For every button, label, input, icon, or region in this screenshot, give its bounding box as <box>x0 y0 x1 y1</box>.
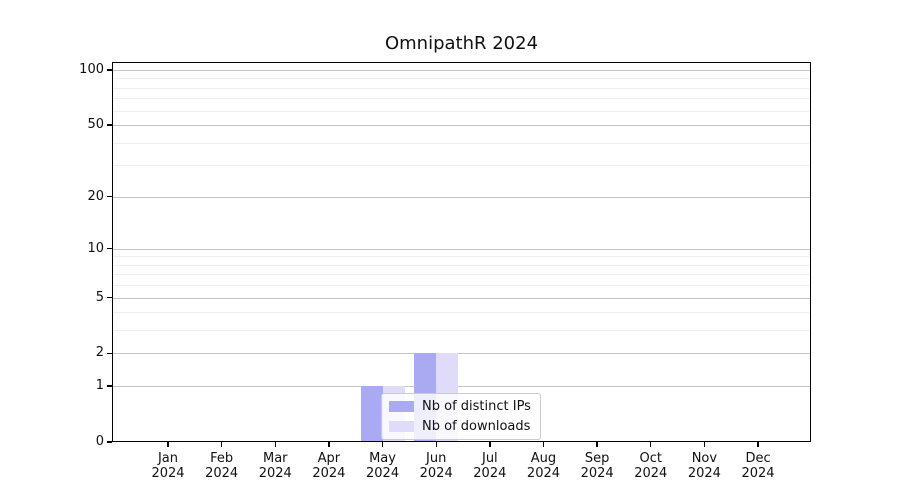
gridlines-layer <box>112 62 811 442</box>
legend-item-distinct-ips: Nb of distinct IPs <box>389 399 531 414</box>
x-tick-label-Jul: Jul 2024 <box>458 451 522 481</box>
x-tick-Jun <box>435 442 437 447</box>
x-tick-year: 2024 <box>151 466 185 481</box>
x-tick-Jul <box>489 442 491 447</box>
x-tick-year: 2024 <box>526 466 561 481</box>
legend-swatch-downloads <box>389 421 414 432</box>
x-tick-month: Aug <box>530 451 557 466</box>
gridline-5 <box>112 297 811 299</box>
x-tick-month: Oct <box>639 451 662 466</box>
x-tick-month: Jul <box>481 451 498 466</box>
y-tick-label-2: 2 <box>95 345 104 361</box>
x-tick-year: 2024 <box>687 466 721 481</box>
x-tick-month: May <box>369 451 396 466</box>
x-tick-year: 2024 <box>312 466 346 481</box>
gridline-minor-60 <box>112 110 811 112</box>
legend-label-downloads: Nb of downloads <box>422 419 531 434</box>
gridline-minor-8 <box>112 264 811 266</box>
x-tick-Mar <box>274 442 276 447</box>
y-tick-label-5: 5 <box>95 289 104 305</box>
x-tick-year: 2024 <box>580 466 614 481</box>
x-tick-year: 2024 <box>205 466 239 481</box>
x-tick-month: Apr <box>317 451 341 466</box>
x-tick-month: Mar <box>263 451 288 466</box>
x-tick-label-Nov: Nov 2024 <box>672 451 736 481</box>
x-tick-Jan <box>167 442 169 447</box>
gridline-minor-9 <box>112 256 811 258</box>
x-tick-label-May: May 2024 <box>351 451 415 481</box>
x-tick-label-Oct: Oct 2024 <box>619 451 683 481</box>
x-tick-label-Apr: Apr 2024 <box>297 451 361 481</box>
x-tick-month: Feb <box>210 451 234 466</box>
gridline-1 <box>112 386 811 388</box>
y-tick-100 <box>107 69 112 71</box>
x-tick-year: 2024 <box>366 466 400 481</box>
legend-item-downloads: Nb of downloads <box>389 419 531 434</box>
gridline-20 <box>112 196 811 198</box>
x-tick-label-Dec: Dec 2024 <box>726 451 790 481</box>
legend-label-distinct-ips: Nb of distinct IPs <box>422 399 531 414</box>
gridline-100 <box>112 70 811 71</box>
gridline-minor-70 <box>112 98 811 100</box>
y-tick-1 <box>107 385 112 387</box>
x-tick-year: 2024 <box>741 466 775 481</box>
gridline-minor-7 <box>112 274 811 276</box>
gridline-2 <box>112 353 811 355</box>
gridline-minor-3 <box>112 330 811 332</box>
x-tick-Oct <box>650 442 652 447</box>
chart-title: OmnipathR 2024 <box>384 33 539 54</box>
x-tick-Apr <box>328 442 330 447</box>
x-tick-year: 2024 <box>419 466 453 481</box>
legend-swatch-distinct-ips <box>389 401 414 412</box>
y-tick-5 <box>107 296 112 299</box>
x-tick-label-Mar: Mar 2024 <box>243 451 307 481</box>
x-tick-May <box>381 442 384 447</box>
bars-layer <box>112 62 811 442</box>
y-tick-label-50: 50 <box>87 117 104 133</box>
y-tick-label-100: 100 <box>79 62 104 77</box>
y-tick-label-10: 10 <box>87 240 104 256</box>
x-tick-label-Sep: Sep 2024 <box>565 451 629 481</box>
y-tick-20 <box>107 195 112 198</box>
x-tick-Dec <box>757 442 759 447</box>
x-tick-Feb <box>220 442 223 447</box>
gridline-minor-80 <box>112 87 811 89</box>
legend: Nb of distinct IPs Nb of downloads <box>381 393 541 440</box>
x-tick-year: 2024 <box>258 466 292 481</box>
x-tick-month: Dec <box>745 451 771 466</box>
x-tick-year: 2024 <box>473 466 507 481</box>
y-tick-50 <box>107 124 112 126</box>
x-tick-year: 2024 <box>634 466 668 481</box>
y-tick-label-20: 20 <box>87 188 104 204</box>
gridline-50 <box>112 125 811 127</box>
x-tick-month: Jun <box>426 451 447 466</box>
gridline-minor-30 <box>112 165 811 167</box>
gridline-minor-4 <box>112 312 811 314</box>
gridline-minor-6 <box>112 285 811 287</box>
y-tick-label-0: 0 <box>95 434 104 449</box>
y-tick-0 <box>107 441 112 443</box>
x-tick-label-Aug: Aug 2024 <box>511 451 575 481</box>
gridline-minor-90 <box>112 78 811 80</box>
y-tick-10 <box>107 248 112 250</box>
bar-distinct-ips-May <box>360 386 383 442</box>
x-tick-month: Jan <box>157 451 179 466</box>
y-tick-label-1: 1 <box>95 378 104 394</box>
x-tick-Nov <box>703 442 706 447</box>
gridline-10 <box>112 248 811 250</box>
x-tick-month: Nov <box>691 451 718 466</box>
y-tick-2 <box>107 352 112 355</box>
x-tick-label-Jan: Jan 2024 <box>136 451 200 481</box>
x-tick-label-Feb: Feb 2024 <box>190 451 254 481</box>
x-tick-Aug <box>542 442 545 447</box>
gridline-minor-40 <box>112 142 811 144</box>
x-tick-month: Sep <box>584 451 610 466</box>
plot-area <box>112 62 811 442</box>
x-tick-Sep <box>596 442 598 447</box>
x-tick-label-Jun: Jun 2024 <box>404 451 468 481</box>
